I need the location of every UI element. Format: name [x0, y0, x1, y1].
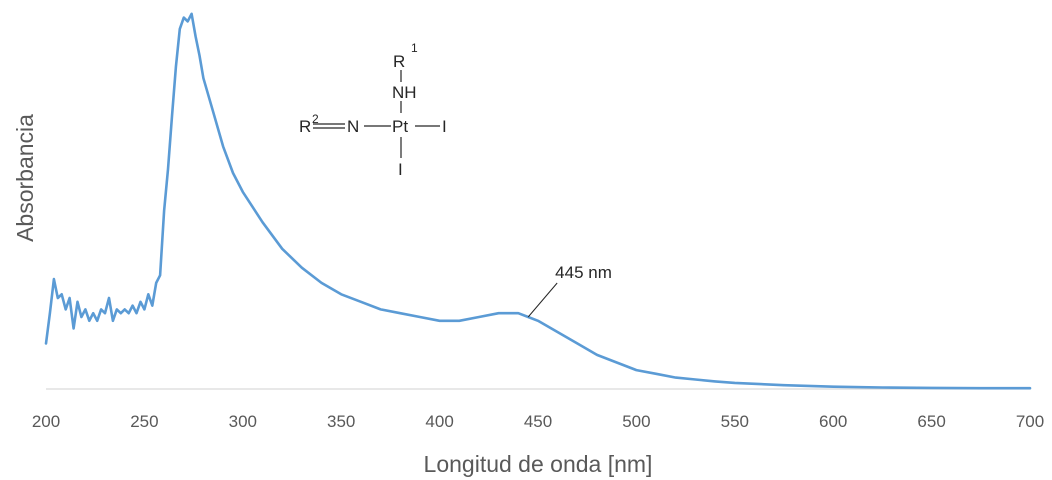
molecule-structure: R 1 NH R 2 N Pt I I: [299, 41, 447, 179]
x-tick-label: 250: [130, 412, 158, 431]
x-tick-label: 650: [917, 412, 945, 431]
molecule-nh-label: NH: [392, 83, 417, 102]
y-axis-title: Absorbancia: [12, 114, 38, 242]
x-tick-label: 450: [524, 412, 552, 431]
annotation-layer: 445 nm: [527, 263, 612, 318]
x-tick-label: 300: [229, 412, 257, 431]
x-axis-title: Longitud de onda [nm]: [424, 451, 653, 477]
x-tick-label: 550: [721, 412, 749, 431]
molecule-i-right-label: I: [442, 117, 447, 136]
axes-layer: 200 250 300 350 400 450 500 550 600 650 700: [32, 388, 1044, 431]
x-tick-label: 600: [819, 412, 847, 431]
x-tick-label: 500: [622, 412, 650, 431]
annotation-label: 445 nm: [555, 263, 612, 282]
molecule-r1-superscript: 1: [411, 41, 418, 55]
x-tick-label: 400: [425, 412, 453, 431]
x-tick-label: 700: [1016, 412, 1044, 431]
molecule-pt-label: Pt: [392, 117, 408, 136]
series-layer: [44, 12, 1032, 390]
molecule-r2-label: R: [299, 117, 311, 136]
annotation-leader-line: [527, 282, 558, 318]
molecule-r1-label: R: [393, 52, 405, 71]
molecule-r2-superscript: 2: [312, 112, 319, 126]
molecule-i-bottom-label: I: [398, 160, 403, 179]
molecule-n-label: N: [347, 117, 359, 136]
x-tick-label: 200: [32, 412, 60, 431]
x-tick-label: 350: [327, 412, 355, 431]
absorbance-series-line: [44, 12, 1032, 390]
